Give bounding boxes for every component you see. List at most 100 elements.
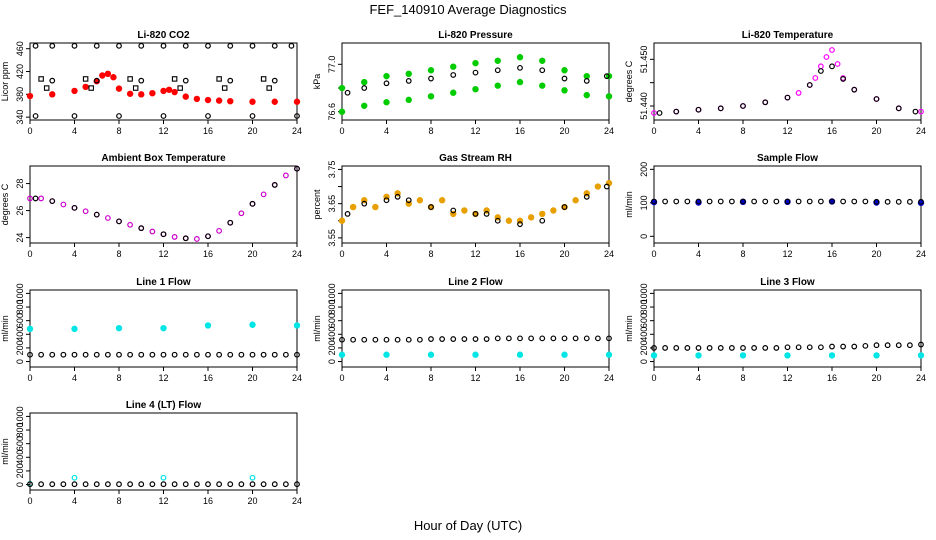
li-820-pressure-point xyxy=(539,82,546,89)
li-820-pressure-ytick-label: 77.0 xyxy=(327,56,337,74)
gas-stream-rh-point xyxy=(361,200,368,207)
sample-flow-point xyxy=(884,198,891,205)
line-3-flow-point xyxy=(840,343,847,350)
line-4-lt-flow-point xyxy=(38,481,45,488)
ambient-box-temperature-point xyxy=(271,182,278,188)
li-820-co2-xtick-label: 0 xyxy=(27,126,32,136)
li-820-temperature-panel: Li-820 Temperature degrees C 0 4 8 12 16 20 24 51… xyxy=(624,30,926,136)
line-3-flow-point xyxy=(884,342,891,349)
ambient-box-temperature-point xyxy=(49,198,56,205)
line-2-flow-point xyxy=(350,336,357,343)
ambient-box-temperature-point xyxy=(260,191,267,198)
line-1-flow-point xyxy=(93,351,100,358)
sample-flow-xtick-label: 0 xyxy=(651,249,656,259)
line-3-flow-point xyxy=(795,344,802,351)
sample-flow-point xyxy=(751,198,758,205)
line-2-flow-point xyxy=(372,336,379,343)
li-820-co2-point xyxy=(71,42,78,49)
ambient-box-temperature-point xyxy=(71,204,78,211)
li-820-co2-point xyxy=(227,77,234,84)
li-820-pressure-frame xyxy=(341,42,610,121)
line-1-flow-series-cyan xyxy=(26,321,301,333)
li-820-co2-panel: Li-820 CO2 Licor ppm 0 4 8 12 16 20 24 340 380 420 4… xyxy=(0,30,302,136)
ambient-box-temperature-point xyxy=(138,225,145,232)
gas-stream-rh-point xyxy=(494,217,501,224)
li-820-co2-point xyxy=(205,113,211,119)
line-1-flow-point xyxy=(249,321,256,328)
line-3-flow-xtick-label: 24 xyxy=(916,373,926,383)
li-820-co2-point xyxy=(49,91,56,98)
line-4-lt-flow-point xyxy=(294,481,300,488)
li-820-co2-ylabel: Licor ppm xyxy=(0,62,10,102)
li-820-co2-point xyxy=(216,76,222,82)
line-1-flow-point xyxy=(182,351,189,358)
gas-stream-rh-ylabel: percent xyxy=(312,189,322,220)
ambient-box-temperature-ylabel: degrees C xyxy=(0,183,10,225)
li-820-temperature-xtick-label: 8 xyxy=(740,126,745,136)
sample-flow-point xyxy=(873,198,880,205)
li-820-temperature-point xyxy=(695,106,702,113)
line-3-flow-point xyxy=(695,345,702,351)
line-4-lt-flow-ytick-label: 200 xyxy=(15,463,25,478)
ambient-box-temperature-ytick-label: 24 xyxy=(15,233,25,243)
line-3-flow-point xyxy=(828,352,836,359)
line-3-flow-ytick-label: 400 xyxy=(639,327,649,342)
li-820-co2-point xyxy=(249,113,256,119)
sample-flow-point xyxy=(706,198,713,205)
line-1-flow-point xyxy=(282,351,289,358)
line-3-flow-ytick-label: 600 xyxy=(639,313,649,328)
gas-stream-rh-point xyxy=(438,197,446,204)
li-820-temperature-point xyxy=(812,75,819,81)
line-2-flow-point xyxy=(383,351,390,358)
li-820-pressure-point xyxy=(383,80,390,87)
li-820-co2-point xyxy=(249,98,256,105)
li-820-pressure-point xyxy=(450,89,457,96)
li-820-co2-point xyxy=(138,42,145,49)
li-820-co2-point xyxy=(266,85,272,91)
gas-stream-rh-ytick-label: 3.75 xyxy=(327,161,337,179)
li-820-pressure-xtick-label: 12 xyxy=(470,126,480,136)
line-1-flow-point xyxy=(160,351,167,358)
li-820-co2-point xyxy=(193,95,201,103)
line-1-flow-xtick-label: 12 xyxy=(158,373,168,383)
line-4-lt-flow-point xyxy=(171,481,178,488)
li-820-co2-point xyxy=(127,76,133,82)
line-1-flow-point xyxy=(205,351,211,358)
li-820-pressure-point xyxy=(583,72,590,80)
li-820-temperature-ytick-label: 51.450 xyxy=(639,46,649,74)
line-3-flow-point xyxy=(784,352,791,359)
li-820-co2-point xyxy=(71,87,78,95)
li-820-co2-series-black xyxy=(38,76,272,91)
li-820-pressure-point xyxy=(516,78,524,86)
line-3-flow-point xyxy=(651,345,657,351)
li-820-co2-ytick-label: 420 xyxy=(15,64,25,79)
sample-flow-point xyxy=(906,198,913,205)
li-820-co2-point xyxy=(182,77,189,84)
line-4-lt-flow-point xyxy=(271,481,278,488)
li-820-temperature-point xyxy=(895,105,902,112)
line-1-flow-panel: Line 1 Flow ml/min 0 4 8 12 16 20 24 0 20040060080… xyxy=(0,277,302,383)
li-820-temperature-point xyxy=(762,99,769,106)
line-1-flow-point xyxy=(293,322,301,329)
ambient-box-temperature-point xyxy=(238,210,245,217)
line-1-flow-point xyxy=(171,351,178,358)
line-1-flow-title: Line 1 Flow xyxy=(136,277,191,288)
sample-flow-xtick-label: 12 xyxy=(782,249,792,259)
sample-flow-point xyxy=(817,198,824,205)
line-3-flow-point xyxy=(695,352,702,359)
li-820-co2-point xyxy=(160,113,167,119)
li-820-co2-point xyxy=(182,42,189,49)
li-820-pressure-xtick-label: 24 xyxy=(604,126,614,136)
line-2-flow-point xyxy=(361,336,368,343)
line-1-flow-point xyxy=(260,351,267,358)
li-820-pressure-point xyxy=(405,70,412,78)
line-4-lt-flow-point xyxy=(71,481,78,488)
line-3-flow-ytick-label: 1000 xyxy=(639,283,649,303)
line-1-flow-ytick-label: 1000 xyxy=(15,283,25,303)
li-820-pressure-xtick-label: 20 xyxy=(559,126,569,136)
line-2-flow-point xyxy=(528,335,535,342)
li-820-pressure-point xyxy=(361,102,368,109)
li-820-co2-point xyxy=(293,98,301,105)
line-3-flow-point xyxy=(906,342,913,349)
li-820-pressure-point xyxy=(561,75,568,82)
